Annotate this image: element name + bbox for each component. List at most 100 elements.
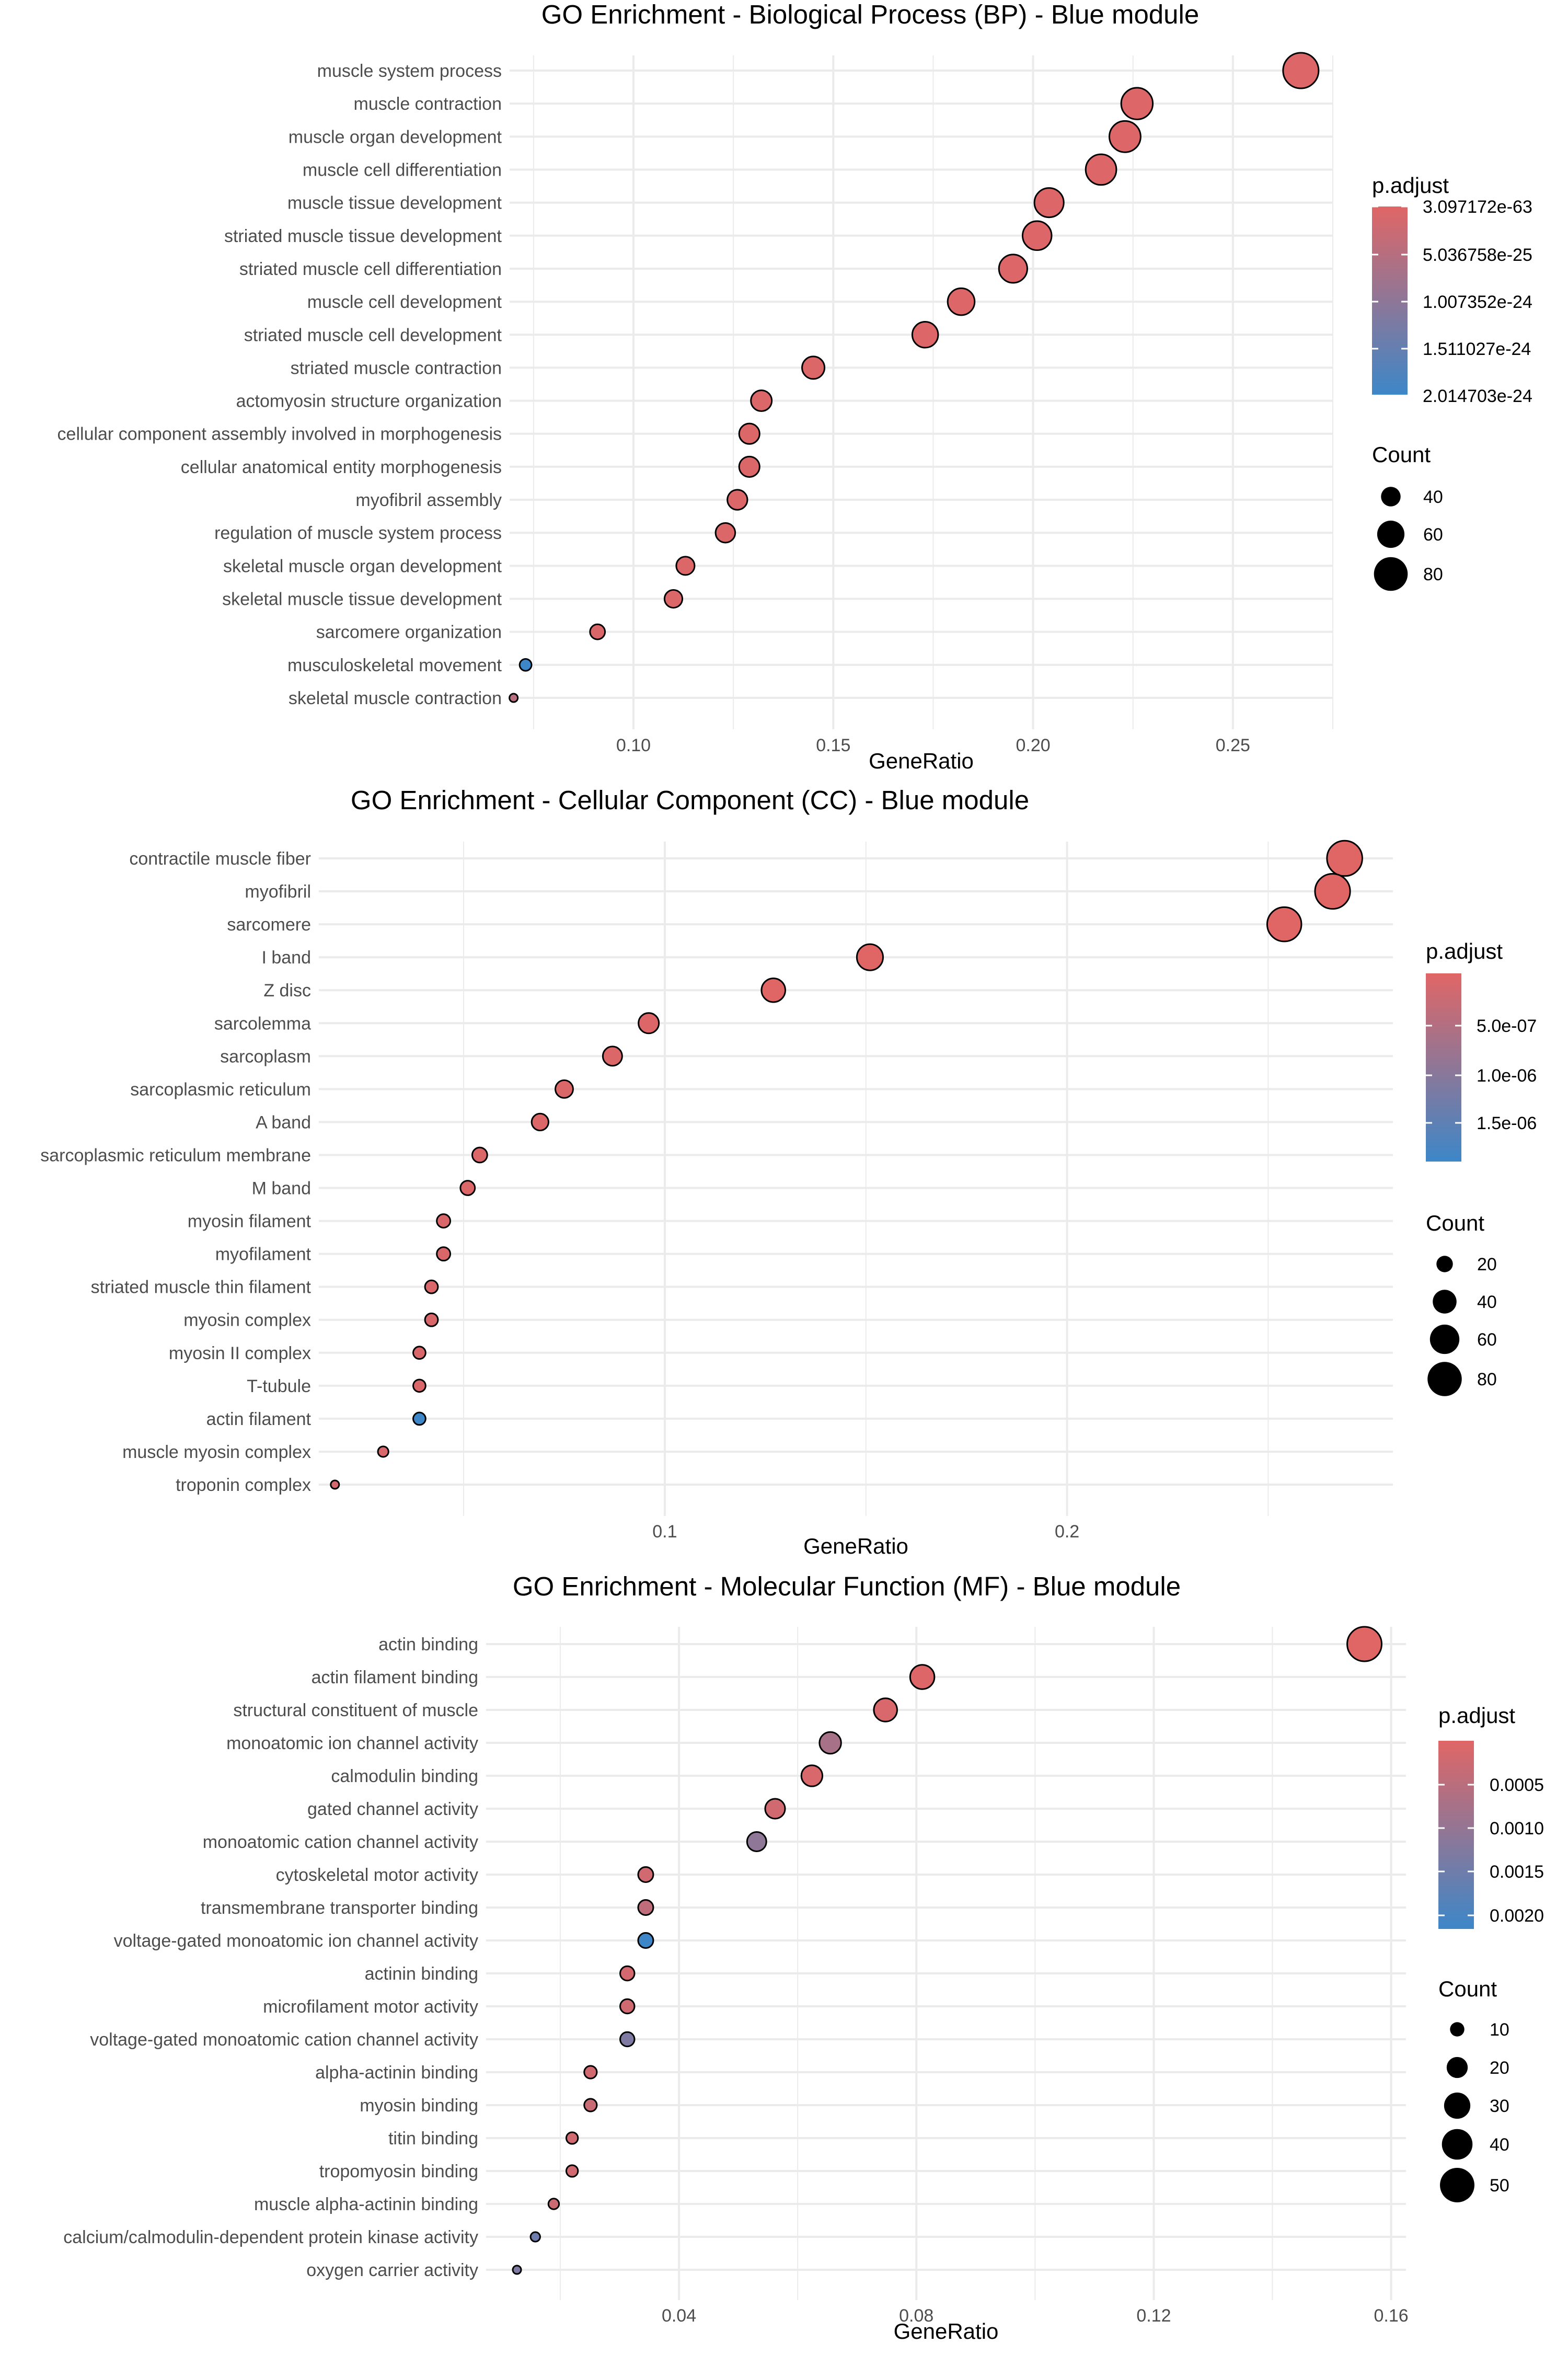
cc-count-legend-dot [1427,1362,1462,1396]
bp-category-label: striated muscle cell differentiation [239,259,502,279]
mf-data-point [583,2098,598,2112]
bp-category-label: musculoskeletal movement [287,656,502,675]
cc-data-point [436,1246,452,1262]
bp-category-label: striated muscle cell development [244,325,502,345]
cc-data-point [424,1312,439,1327]
bp-category-label: cellular anatomical entity morphogenesis [181,457,502,477]
mf-count-legend-dot [1446,2057,1468,2078]
mf-category-label: calcium/calmodulin-dependent protein kin… [63,2227,478,2247]
cc-count-legend-dot [1429,1324,1460,1354]
cc-data-point [1326,840,1363,877]
cc-category-label: sarcoplasmic reticulum membrane [40,1145,311,1165]
cc-category-label: sarcoplasmic reticulum [130,1079,311,1099]
bp-data-point [738,455,760,478]
mf-category-label: voltage-gated monoatomic cation channel … [90,2030,478,2050]
cc-category-label: striated muscle thin filament [91,1278,312,1297]
mf-data-point [619,1965,636,1982]
cc-x-tick-label: 0.2 [1055,1522,1079,1542]
mf-color-legend-label: 0.0020 [1490,1906,1544,1926]
cc-category-label: myosin filament [188,1212,312,1232]
bp-count-legend-dot [1381,487,1401,507]
cc-panel: GO Enrichment - Cellular Component (CC) … [40,785,1537,1558]
mf-category-label: calmodulin binding [331,1766,478,1786]
mf-count-legend-dot [1440,2168,1474,2202]
cc-data-point [760,977,786,1003]
cc-color-bar [1426,973,1461,1162]
mf-data-point [746,1831,767,1852]
bp-category-label: cellular component assembly involved in … [57,424,502,444]
mf-category-label: muscle alpha-actinin binding [254,2195,478,2214]
cc-data-point [424,1279,439,1294]
cc-category-label: contractile muscle fiber [129,849,311,869]
mf-chart-title: GO Enrichment - Molecular Function (MF) … [513,1571,1181,1601]
mf-x-axis-label: GeneRatio [894,2319,999,2343]
mf-category-label: cytoskeletal motor activity [276,1865,478,1885]
mf-count-legend-dot [1442,2129,1473,2160]
cc-count-legend-label: 20 [1477,1255,1497,1274]
mf-data-point [637,1899,654,1916]
cc-count-legend-title: Count [1426,1211,1484,1235]
bp-category-label: muscle cell development [307,292,502,312]
bp-category-label: skeletal muscle tissue development [222,590,502,610]
mf-color-legend-label: 0.0015 [1490,1862,1544,1882]
cc-data-point [330,1479,340,1490]
mf-category-label: actinin binding [365,1964,478,1984]
mf-color-legend-label: 0.0005 [1490,1775,1544,1795]
mf-category-label: oxygen carrier activity [306,2260,478,2280]
mf-data-point [637,1866,654,1883]
cc-data-point [377,1445,389,1458]
mf-category-label: actin binding [378,1635,478,1655]
bp-count-legend-label: 40 [1423,487,1443,507]
mf-category-label: structural constituent of muscle [233,1701,478,1720]
mf-color-bar [1438,1741,1474,1929]
bp-category-label: skeletal muscle contraction [289,688,502,708]
cc-x-axis-label: GeneRatio [803,1534,908,1558]
cc-category-label: muscle myosin complex [122,1442,311,1462]
bp-data-point [998,254,1028,284]
bp-category-label: actomyosin structure organization [236,392,502,411]
cc-count-legend-dot [1433,1290,1457,1314]
mf-count-legend-label: 10 [1490,2020,1509,2040]
mf-category-label: myosin binding [360,2096,478,2116]
mf-x-tick-label: 0.04 [662,2306,696,2326]
cc-count-legend-label: 80 [1477,1370,1497,1389]
mf-data-point [583,2065,598,2080]
bp-category-label: muscle contraction [354,94,502,114]
mf-data-point [1346,1626,1382,1662]
cc-category-label: actin filament [206,1409,312,1429]
mf-category-label: microfilament motor activity [263,1997,478,2017]
cc-data-point [1314,872,1351,910]
mf-data-point [529,2231,541,2243]
bp-data-point [947,287,976,316]
bp-category-label: myofibril assembly [355,490,502,510]
mf-data-point [619,2031,636,2048]
mf-color-legend-title: p.adjust [1438,1703,1515,1728]
cc-category-label: I band [261,948,311,968]
bp-color-legend-label: 1.511027e-24 [1423,339,1531,359]
bp-category-label: muscle cell differentiation [303,160,502,180]
bp-color-legend-label: 1.007352e-24 [1423,292,1532,312]
cc-category-label: sarcoplasm [220,1047,311,1066]
cc-data-point [412,1378,426,1393]
bp-data-point [801,355,826,380]
cc-data-point [436,1213,452,1229]
mf-data-point [565,2131,579,2145]
cc-category-label: myosin complex [183,1311,311,1330]
bp-count-legend-label: 60 [1423,525,1443,545]
bp-data-point [1085,153,1117,186]
bp-category-label: striated muscle tissue development [224,226,502,246]
bp-category-label: muscle system process [317,61,502,81]
bp-data-point [1021,220,1053,251]
bp-data-point [509,693,519,703]
bp-data-point [663,589,684,609]
mf-data-point [619,1998,636,2015]
bp-data-point [714,522,736,544]
mf-panel: GO Enrichment - Molecular Function (MF) … [63,1571,1544,2343]
mf-data-point [565,2164,579,2178]
mf-color-legend-label: 0.0010 [1490,1819,1544,1839]
bp-color-legend-label: 2.014703e-24 [1423,386,1532,406]
bp-data-point [1109,120,1142,153]
cc-category-label: myofibril [245,882,311,902]
mf-data-point [637,1932,654,1949]
